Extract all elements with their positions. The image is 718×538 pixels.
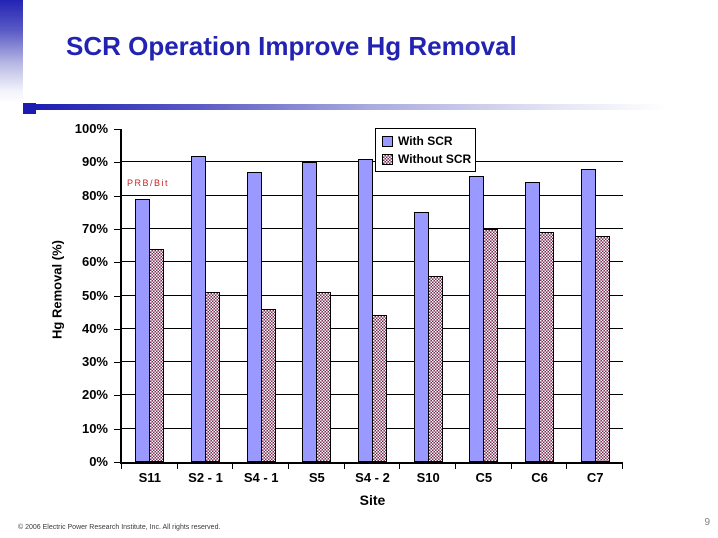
bar-without-scr	[483, 228, 499, 462]
x-tick-label: S10	[416, 470, 440, 485]
x-axis-title: Site	[359, 492, 386, 508]
y-tick-label: 50%	[81, 287, 108, 303]
bar-without-scr	[594, 235, 610, 462]
y-tick	[114, 162, 121, 164]
x-tick-label: S4 - 1	[243, 470, 279, 485]
x-tick	[177, 464, 178, 469]
legend-label: With SCR	[398, 134, 453, 148]
bar-with-scr	[358, 158, 374, 462]
left-gradient-bar	[0, 0, 23, 103]
x-axis-tick-labels: S11 S2 - 1 S4 - 1 S5 S4 - 2 S10 C5 C6 C7	[122, 470, 623, 485]
slide-title: SCR Operation Improve Hg Removal	[66, 31, 517, 61]
y-tick	[114, 129, 121, 130]
page-number: 9	[704, 517, 710, 528]
bar-with-scr	[469, 175, 485, 462]
bar-with-scr	[525, 182, 541, 462]
x-axis-line	[120, 462, 623, 464]
y-tick	[114, 362, 121, 364]
bar-group-c6	[512, 129, 568, 462]
x-tick	[455, 464, 456, 469]
x-tick	[511, 464, 512, 469]
x-tick	[399, 464, 400, 469]
bar-with-scr	[191, 155, 206, 462]
legend-swatch-icon	[382, 135, 393, 147]
y-tick	[114, 295, 121, 297]
bar-with-scr	[246, 172, 262, 462]
y-tick	[114, 228, 121, 230]
bar-with-scr	[413, 212, 429, 462]
bar-without-scr	[372, 315, 388, 462]
y-axis-line	[120, 129, 122, 464]
x-tick-label: S11	[138, 470, 162, 485]
bar-group-s11	[122, 129, 178, 462]
bar-without-scr	[149, 248, 165, 462]
y-tick-label: 10%	[81, 420, 108, 436]
x-tick	[288, 464, 289, 469]
bar-with-scr	[302, 162, 318, 462]
legend-item-without-scr: Without SCR	[382, 152, 472, 166]
x-tick	[622, 464, 623, 469]
y-tick	[114, 262, 121, 264]
x-tick-label: C7	[586, 470, 604, 485]
y-tick	[114, 395, 121, 397]
legend: With SCR Without SCR	[375, 128, 476, 172]
x-tick-label: S4 - 2	[355, 470, 390, 485]
annotation-prb-bit: PRB/Bit	[127, 178, 170, 188]
x-tick-label: S2 - 1	[188, 470, 223, 485]
y-tick-label: 60%	[81, 254, 108, 270]
x-tick-label: C5	[475, 470, 493, 485]
y-tick-label: 40%	[81, 320, 108, 336]
bar-without-scr	[260, 308, 276, 462]
bar-without-scr	[205, 292, 220, 462]
y-tick	[114, 428, 121, 430]
x-tick-label: S5	[308, 470, 325, 485]
y-tick-label: 30%	[81, 354, 108, 370]
bar-group-c7	[567, 129, 623, 462]
bar-group-s4-2	[345, 129, 401, 462]
y-tick-label: 90%	[81, 154, 108, 170]
bar-group-s10	[400, 129, 456, 462]
bar-group-c5	[456, 129, 512, 462]
x-tick	[121, 464, 122, 469]
bar-group-s2-1	[178, 129, 234, 462]
title-divider-bar	[36, 104, 700, 110]
bar-group-s5	[289, 129, 345, 462]
y-tick-label: 0%	[89, 454, 108, 469]
bar-groups	[122, 129, 623, 462]
y-tick	[114, 195, 121, 197]
bar-without-scr	[427, 275, 443, 462]
legend-swatch-icon	[382, 153, 393, 165]
bar-without-scr	[316, 292, 332, 462]
x-tick	[232, 464, 233, 469]
footer-copyright: © 2006 Electric Power Research Institute…	[18, 524, 221, 531]
bar-with-scr	[135, 198, 151, 462]
x-tick	[566, 464, 567, 469]
y-tick	[114, 462, 121, 463]
x-tick	[344, 464, 345, 469]
y-axis-tick-labels: 0% 10% 20% 30% 40% 50% 60% 70% 80% 90% 100%	[56, 121, 108, 469]
accent-square	[23, 103, 36, 114]
y-tick-label: 70%	[81, 220, 108, 236]
y-tick	[114, 328, 121, 330]
bar-without-scr	[539, 232, 555, 462]
x-tick-label: C6	[531, 470, 548, 485]
y-tick-label: 20%	[81, 387, 108, 403]
y-tick-label: 100%	[74, 121, 108, 136]
legend-label: Without SCR	[398, 152, 472, 166]
y-tick-label: 80%	[81, 187, 108, 203]
legend-item-with-scr: With SCR	[382, 134, 469, 148]
bar-group-s4-1	[233, 129, 289, 462]
plot-area: PRB/Bit With SCR Without SCR	[122, 128, 623, 462]
bar-with-scr	[580, 168, 596, 462]
